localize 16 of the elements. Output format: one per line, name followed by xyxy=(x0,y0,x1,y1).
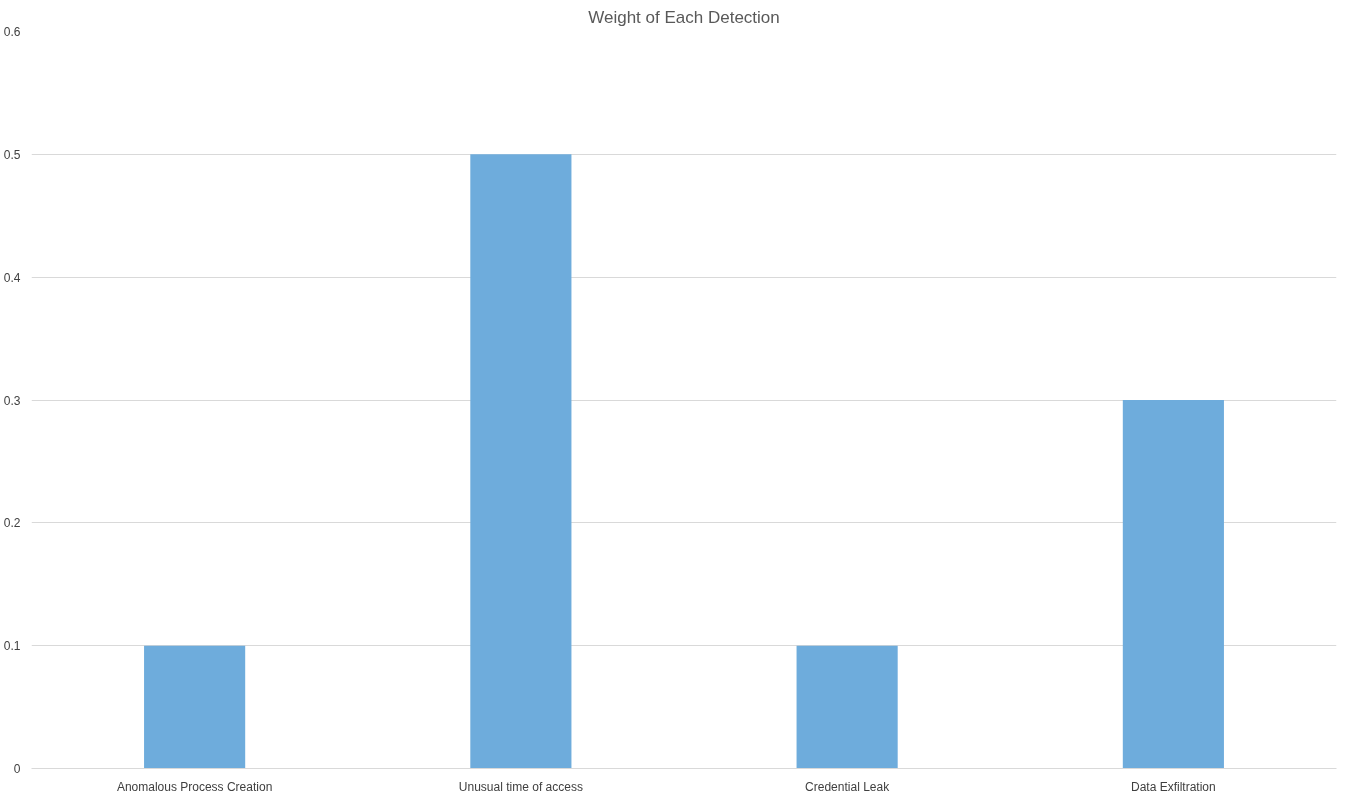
bar xyxy=(1122,400,1224,769)
y-tick-label: 0.2 xyxy=(3,516,21,531)
bar xyxy=(470,154,572,769)
x-tick-label: Data Exfiltration xyxy=(1131,779,1216,794)
y-tick-label: 0.3 xyxy=(3,393,21,408)
y-tick-label: 0.6 xyxy=(3,25,21,39)
bar xyxy=(796,645,898,769)
chart-title: Weight of Each Detection xyxy=(588,7,780,27)
y-tick-label: 0.5 xyxy=(3,147,21,162)
x-tick-label: Unusual time of access xyxy=(458,779,583,794)
x-tick-label: Credential Leak xyxy=(805,779,891,794)
y-tick-label: 0.1 xyxy=(3,639,21,654)
y-tick-label: 0.4 xyxy=(3,270,21,285)
x-tick-label: Anomalous Process Creation xyxy=(116,779,273,794)
y-tick-label: 0 xyxy=(13,762,21,776)
bar xyxy=(144,645,246,769)
